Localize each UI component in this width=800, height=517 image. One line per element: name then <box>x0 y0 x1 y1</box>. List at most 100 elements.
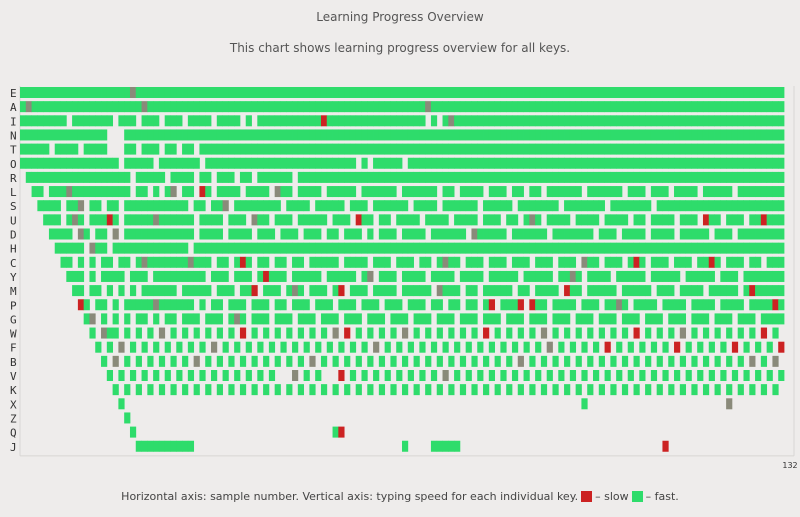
cell-l-20-fast <box>135 186 142 198</box>
cell-i-95-fast <box>569 115 577 127</box>
cell-c-8-fast <box>66 256 73 268</box>
cell-t-125-fast <box>743 143 750 155</box>
cell-w-102-fast <box>610 327 617 339</box>
cell-h-113-fast <box>674 242 681 254</box>
cell-j-26-fast <box>170 440 177 452</box>
cell-n-75-fast <box>454 129 461 141</box>
cell-u-29-fast <box>187 214 195 226</box>
cell-r-117-fast <box>697 171 704 183</box>
cell-e-22-fast <box>147 87 154 98</box>
cell-o-70-fast <box>425 157 432 169</box>
cell-n-64-fast <box>390 129 397 141</box>
cell-g-113-fast <box>674 313 681 325</box>
cell-d-94-fast <box>564 228 571 240</box>
cell-p-45-fast <box>280 299 287 311</box>
cell-c-97-medium <box>581 256 588 268</box>
cell-m-9-fast <box>72 285 79 297</box>
cell-a-54-fast <box>332 101 339 113</box>
cell-n-61-fast <box>373 129 380 141</box>
cell-t-91-fast <box>546 143 553 155</box>
cell-u-58-slow <box>355 214 362 226</box>
cell-r-24-fast <box>158 171 166 183</box>
cell-e-10-fast <box>77 87 85 98</box>
cell-n-116-fast <box>691 129 698 141</box>
cell-t-38-fast <box>239 143 247 155</box>
cell-r-45-fast <box>280 171 287 183</box>
cell-f-105-fast <box>627 341 634 353</box>
cell-h-84-fast <box>506 242 513 254</box>
cell-f-25-fast <box>164 341 171 353</box>
cell-g-76-fast <box>459 313 467 325</box>
cell-m-129-fast <box>766 285 773 297</box>
cell-b-88-fast <box>529 355 536 367</box>
cell-c-15-fast <box>106 256 114 268</box>
cell-f-45-fast <box>280 341 287 353</box>
cell-f-99-fast <box>593 341 600 353</box>
cell-c-118-fast <box>702 256 710 268</box>
cell-v-83-fast <box>500 370 507 381</box>
cell-d-67-fast <box>407 228 414 240</box>
cell-l-93-fast <box>558 186 565 198</box>
cell-i-80-fast <box>483 115 490 127</box>
cell-m-39-fast <box>245 285 252 297</box>
cell-e-23-fast <box>153 87 160 98</box>
cell-r-22-fast <box>147 171 154 183</box>
cell-h-92-fast <box>552 242 559 254</box>
cell-p-117-fast <box>697 299 704 311</box>
cell-e-84-fast <box>506 87 513 98</box>
cell-g-81-fast <box>488 313 496 325</box>
cell-i-101-fast <box>604 115 611 127</box>
cell-a-23-fast <box>153 101 160 113</box>
cell-p-118-fast <box>702 299 710 311</box>
cell-n-108-fast <box>645 129 652 141</box>
cell-m-29-fast <box>187 285 195 297</box>
cell-y-51-fast <box>315 270 322 282</box>
cell-c-87-fast <box>523 256 530 268</box>
cell-l-62-fast <box>378 186 386 198</box>
cell-h-82-fast <box>494 242 501 254</box>
cell-n-14-fast <box>101 129 108 141</box>
cell-r-91-fast <box>546 171 553 183</box>
cell-v-55-slow <box>338 370 345 381</box>
cell-o-107-fast <box>639 157 646 169</box>
cell-t-69-fast <box>419 143 426 155</box>
cell-b-48-fast <box>297 355 305 367</box>
cell-l-111-fast <box>662 186 669 198</box>
cell-y-67-fast <box>407 270 414 282</box>
cell-e-108-fast <box>645 87 652 98</box>
cell-o-52-fast <box>320 157 328 169</box>
cell-i-74-medium <box>448 115 455 127</box>
cell-s-41-fast <box>257 200 264 212</box>
cell-a-33-fast <box>211 101 218 113</box>
cell-d-104-fast <box>621 228 629 240</box>
cell-e-128-fast <box>760 87 768 98</box>
cell-d-24-fast <box>158 228 166 240</box>
cell-i-64-fast <box>390 115 397 127</box>
chart-legend: Horizontal axis: sample number. Vertical… <box>0 490 800 503</box>
cell-i-14-fast <box>101 115 108 127</box>
cell-y-60-medium <box>367 270 374 282</box>
cell-a-19-fast <box>129 101 137 113</box>
cell-v-71-fast <box>430 370 438 381</box>
cell-o-38-fast <box>239 157 247 169</box>
cell-d-72-fast <box>436 228 443 240</box>
cell-l-11-fast <box>83 186 90 198</box>
cell-o-74-fast <box>448 157 455 169</box>
cell-g-110-fast <box>656 313 663 325</box>
cell-f-29-fast <box>187 341 195 353</box>
cell-k-22-fast <box>147 384 154 396</box>
cell-m-43-fast <box>268 285 276 297</box>
cell-k-130-fast <box>772 384 779 396</box>
cell-e-125-fast <box>743 87 750 98</box>
cell-v-47-medium <box>292 370 299 381</box>
cell-l-26-medium <box>170 186 177 198</box>
cell-m-48-fast <box>297 285 305 297</box>
cell-s-58-fast <box>355 200 362 212</box>
cell-t-46-fast <box>286 143 293 155</box>
cell-m-127-fast <box>755 285 762 297</box>
cell-r-85-fast <box>511 171 519 183</box>
cell-o-6-fast <box>54 157 61 169</box>
cell-o-20-fast <box>135 157 142 169</box>
cell-g-41-fast <box>257 313 264 325</box>
cell-e-69-fast <box>419 87 426 98</box>
